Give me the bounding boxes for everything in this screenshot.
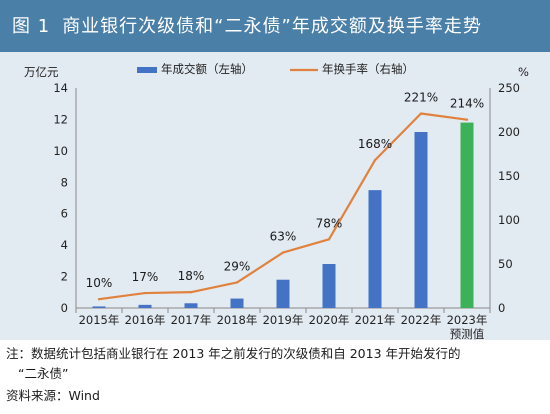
figure-number: 图 1 xyxy=(12,16,51,37)
right-tick-label: 200 xyxy=(498,125,520,139)
data-label-turnover-rate: 168% xyxy=(358,137,392,151)
line-point-turnover-rate xyxy=(327,238,331,241)
x-tick-label: 2018年 xyxy=(217,313,258,327)
x-tick-label: 2017年 xyxy=(171,313,212,327)
figure-heading: 图 1 商业银行次级债和“二永债”年成交额及换手率走势 xyxy=(12,12,482,38)
chart-svg: 0 2 4 6 8 10 12 14 0 50 100 150 200 250 万亿元 % 2015年 2016年… xyxy=(24,62,529,340)
bar-trade-volume xyxy=(230,298,244,308)
chart-panel xyxy=(0,52,550,340)
right-axis-unit: % xyxy=(518,65,529,79)
bar-trade-volume xyxy=(322,264,336,308)
x-tick-label: 2022年 xyxy=(401,313,442,327)
left-tick-label: 10 xyxy=(53,144,68,158)
legend-label-trade-volume: 年成交额（左轴） xyxy=(161,62,253,76)
data-label-turnover-rate: 17% xyxy=(132,270,159,284)
line-point-turnover-rate xyxy=(419,112,423,115)
x-tick-label: 2019年 xyxy=(263,313,304,327)
left-tick-label: 2 xyxy=(61,270,68,284)
line-point-turnover-rate xyxy=(235,281,239,284)
x-tick-label: 2020年 xyxy=(309,313,350,327)
x-tick-label: 预测值 xyxy=(450,327,485,340)
x-tick-label: 2023年 xyxy=(447,313,488,327)
bar-trade-volume xyxy=(368,190,382,308)
line-point-turnover-rate xyxy=(97,298,101,301)
right-tick-label: 150 xyxy=(498,169,520,183)
right-tick-label: 50 xyxy=(498,257,513,271)
line-point-turnover-rate xyxy=(143,291,147,295)
data-label-turnover-rate: 29% xyxy=(224,259,251,273)
data-label-turnover-rate: 78% xyxy=(316,216,343,230)
x-tick-label: 2015年 xyxy=(79,313,120,327)
bar-trade-volume xyxy=(276,279,290,308)
right-tick-label: 100 xyxy=(498,213,520,227)
data-label-turnover-rate: 221% xyxy=(404,91,438,105)
note-line-2: “二永债” xyxy=(18,366,69,381)
left-tick-label: 12 xyxy=(53,112,68,126)
left-tick-label: 14 xyxy=(53,81,68,95)
line-point-turnover-rate xyxy=(465,118,469,121)
right-tick-label: 0 xyxy=(498,301,505,315)
data-label-turnover-rate: 10% xyxy=(86,276,113,290)
source-line: 资料来源：Wind xyxy=(6,388,100,403)
right-tick-label: 250 xyxy=(498,81,520,95)
bar-trade-volume xyxy=(138,304,152,308)
left-tick-label: 8 xyxy=(61,175,68,189)
figure-banner: 图 1 商业银行次级债和“二永债”年成交额及换手率走势 xyxy=(0,0,550,52)
bar-trade-volume xyxy=(460,122,474,308)
legend-swatch-trade-volume xyxy=(137,67,157,73)
left-tick-label: 6 xyxy=(61,207,68,221)
bar-trade-volume xyxy=(414,132,428,308)
data-label-turnover-rate: 214% xyxy=(450,97,484,111)
bar-trade-volume xyxy=(184,303,198,308)
line-point-turnover-rate xyxy=(373,158,377,162)
x-tick-label: 2016年 xyxy=(125,313,166,327)
data-label-turnover-rate: 63% xyxy=(270,230,297,244)
x-tick-label: 2021年 xyxy=(355,313,396,327)
data-label-turnover-rate: 18% xyxy=(178,269,205,283)
bar-trade-volume xyxy=(92,306,106,308)
left-axis-unit: 万亿元 xyxy=(24,65,59,79)
line-point-turnover-rate xyxy=(281,251,285,254)
note-line-1: 注：数据统计包括商业银行在 2013 年之前发行的次级债和自 2013 年开始发… xyxy=(6,346,461,361)
line-point-turnover-rate xyxy=(189,290,193,294)
left-tick-label: 0 xyxy=(61,301,68,315)
legend-label-turnover-rate: 年换手率（右轴） xyxy=(322,62,414,76)
left-tick-label: 4 xyxy=(61,238,68,252)
figure-title: 商业银行次级债和“二永债”年成交额及换手率走势 xyxy=(62,16,482,37)
